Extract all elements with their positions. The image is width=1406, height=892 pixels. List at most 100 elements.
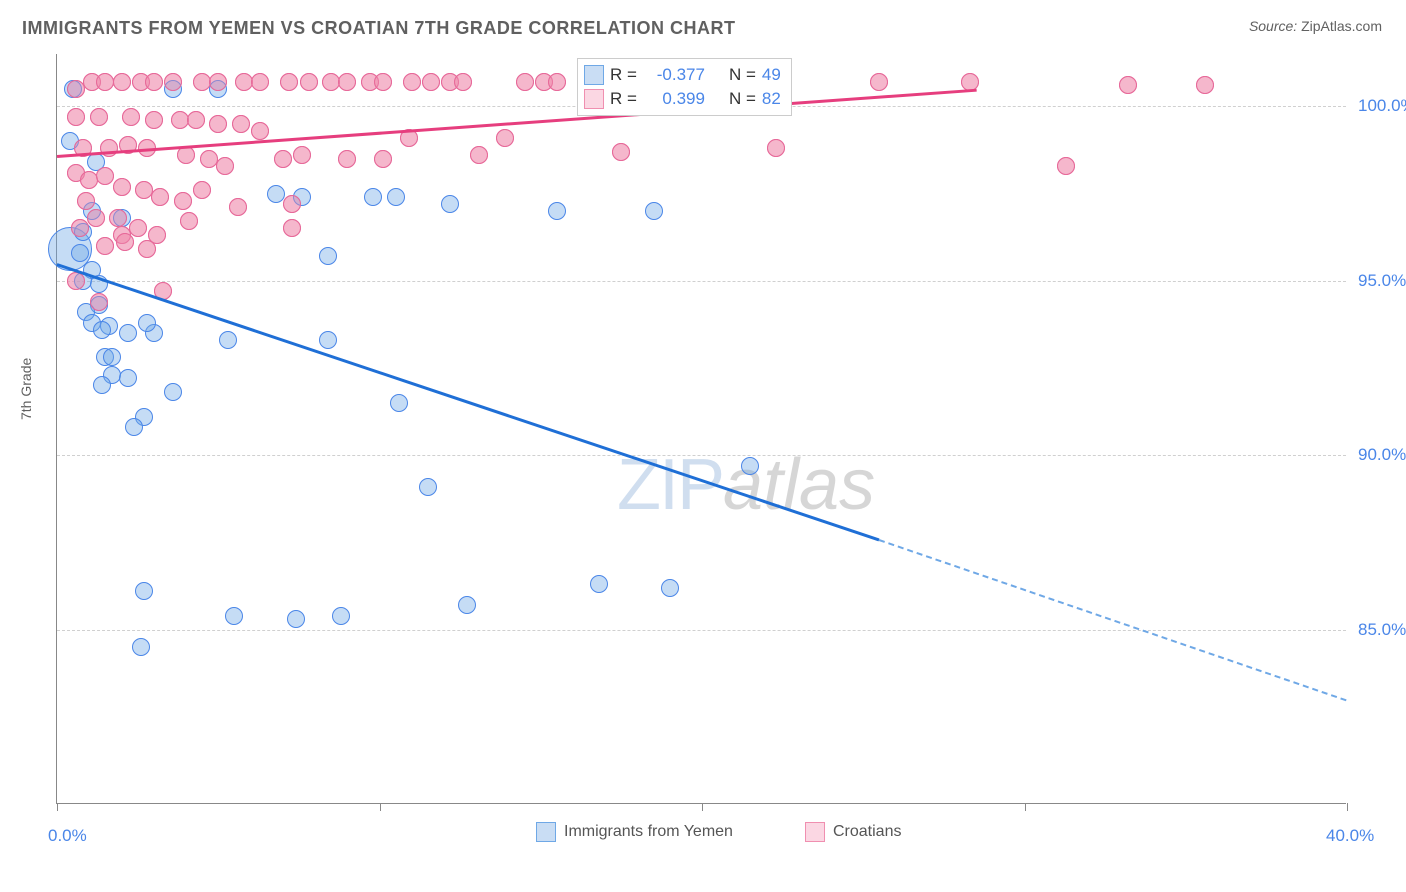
data-point <box>122 108 140 126</box>
x-tick <box>57 803 58 811</box>
data-point <box>132 638 150 656</box>
data-point <box>90 296 108 314</box>
data-point <box>193 73 211 91</box>
legend-swatch <box>584 65 604 85</box>
data-point <box>612 143 630 161</box>
data-point <box>283 219 301 237</box>
data-point <box>251 122 269 140</box>
data-point <box>90 293 108 311</box>
legend-item: Croatians <box>805 822 901 842</box>
gridline <box>57 455 1346 456</box>
data-point <box>767 139 785 157</box>
y-axis-label: 7th Grade <box>18 358 34 420</box>
data-point <box>235 73 253 91</box>
data-point <box>83 73 101 91</box>
gridline <box>57 630 1346 631</box>
data-point <box>274 150 292 168</box>
data-point <box>180 212 198 230</box>
y-tick-label: 100.0% <box>1358 96 1406 116</box>
data-point <box>548 202 566 220</box>
data-point <box>96 167 114 185</box>
y-tick-label: 85.0% <box>1358 620 1406 640</box>
data-point <box>109 209 127 227</box>
data-point <box>93 321 111 339</box>
data-point <box>148 226 166 244</box>
data-point <box>171 111 189 129</box>
data-point <box>1119 76 1137 94</box>
data-point <box>109 209 127 227</box>
data-point <box>100 139 118 157</box>
stats-r-label: R = <box>610 63 637 87</box>
data-point <box>225 607 243 625</box>
data-point <box>138 240 156 258</box>
data-point <box>1057 157 1075 175</box>
data-point <box>135 181 153 199</box>
data-point <box>125 418 143 436</box>
trend-line <box>57 89 976 158</box>
data-point <box>177 146 195 164</box>
data-point <box>516 73 534 91</box>
x-tick <box>1347 803 1348 811</box>
data-point <box>1057 157 1075 175</box>
trend-line <box>57 263 880 541</box>
x-tick <box>702 803 703 811</box>
data-point <box>67 164 85 182</box>
data-point <box>232 115 250 133</box>
data-point <box>96 237 114 255</box>
data-point <box>145 111 163 129</box>
data-point <box>174 192 192 210</box>
legend-label: Croatians <box>833 823 901 841</box>
data-point <box>135 408 153 426</box>
data-point <box>374 150 392 168</box>
data-point <box>48 227 92 271</box>
data-point <box>364 188 382 206</box>
data-point <box>100 317 118 335</box>
data-point <box>293 188 311 206</box>
data-point <box>96 348 114 366</box>
data-point <box>90 108 108 126</box>
plot-area: ZIPatlas R =-0.377N =49R =0.399N =82 <box>56 54 1346 804</box>
data-point <box>548 73 566 91</box>
data-point <box>113 226 131 244</box>
data-point <box>338 73 356 91</box>
data-point <box>870 73 888 91</box>
data-point <box>83 314 101 332</box>
data-point <box>151 188 169 206</box>
data-point <box>267 185 285 203</box>
data-point <box>103 348 121 366</box>
data-point <box>77 192 95 210</box>
data-point <box>535 73 553 91</box>
data-point <box>419 478 437 496</box>
data-point <box>96 73 114 91</box>
data-point <box>274 150 292 168</box>
data-point <box>251 73 269 91</box>
data-point <box>177 146 195 164</box>
data-point <box>193 181 211 199</box>
data-point <box>132 73 150 91</box>
data-point <box>209 73 227 91</box>
data-point <box>229 198 247 216</box>
data-point <box>74 223 92 241</box>
legend-swatch <box>584 89 604 109</box>
data-point <box>80 171 98 189</box>
x-tick <box>1025 803 1026 811</box>
stats-row: R =-0.377N =49 <box>584 63 781 87</box>
data-point <box>300 73 318 91</box>
data-point <box>129 219 147 237</box>
data-point <box>164 383 182 401</box>
data-point <box>80 171 98 189</box>
data-point <box>235 73 253 91</box>
data-point <box>113 209 131 227</box>
data-point <box>113 73 131 91</box>
data-point <box>387 188 405 206</box>
data-point <box>87 209 105 227</box>
data-point <box>96 73 114 91</box>
data-point <box>283 195 301 213</box>
data-point <box>122 108 140 126</box>
legend-swatch <box>536 822 556 842</box>
y-tick-label: 95.0% <box>1358 271 1406 291</box>
data-point <box>403 73 421 91</box>
data-point <box>870 73 888 91</box>
data-point <box>90 293 108 311</box>
data-point <box>67 80 85 98</box>
